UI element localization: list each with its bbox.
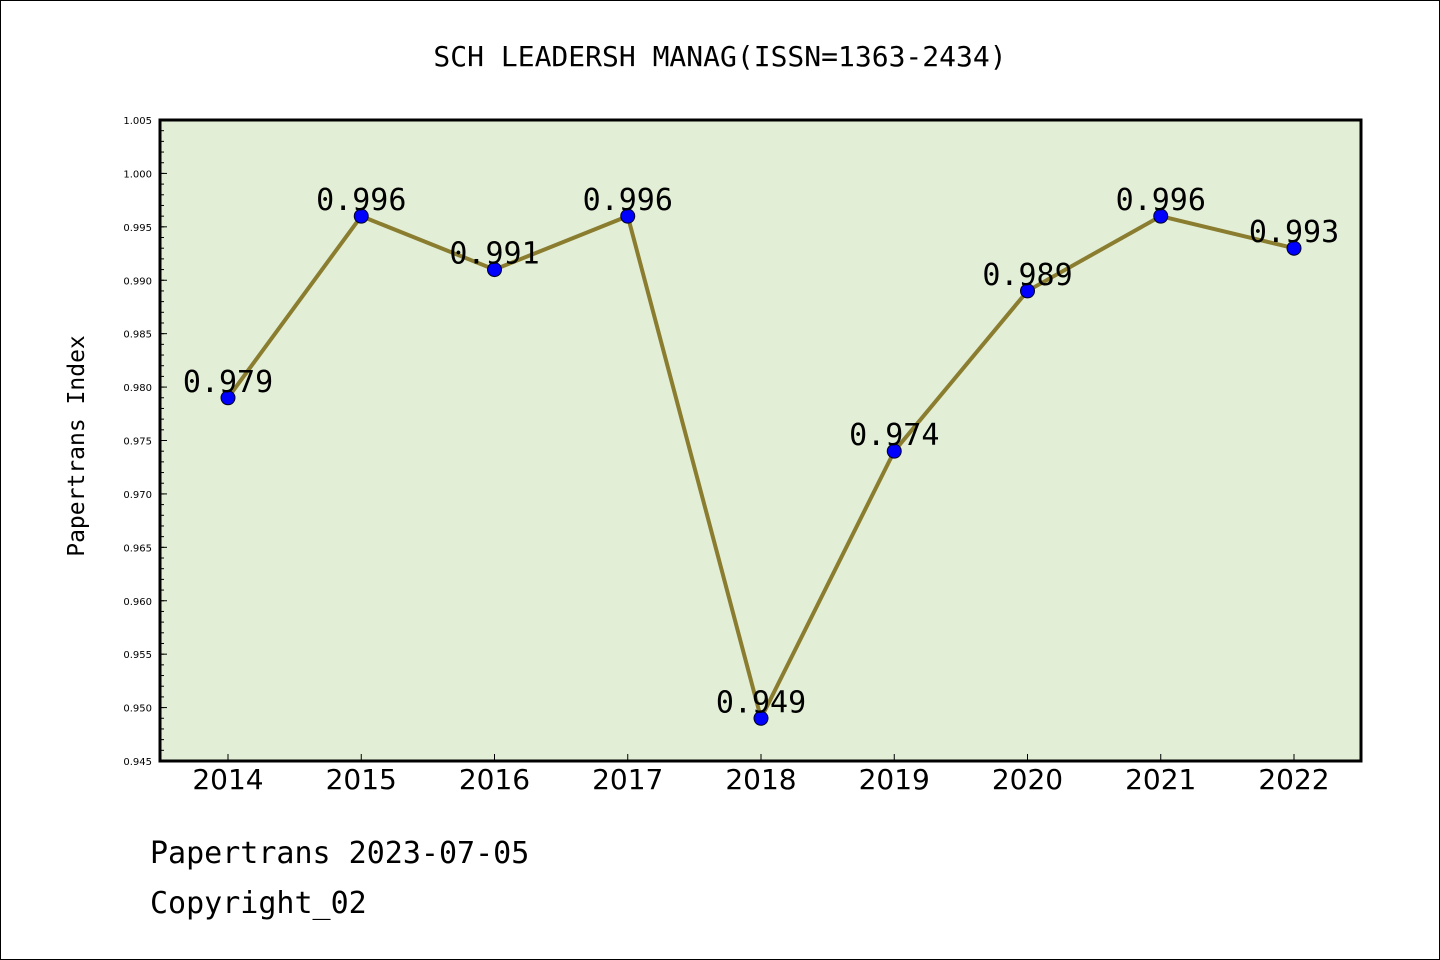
- data-point: [753, 710, 769, 726]
- x-axis: 2014 2015 2016 2017 2018 2019 2020 2021 2022: [192, 754, 1330, 796]
- y-tick-label: 0.985: [123, 330, 152, 341]
- data-label: 0.996: [316, 183, 406, 218]
- data-label: 0.974: [849, 418, 939, 453]
- data-point: [220, 390, 236, 406]
- y-tick-label: 0.975: [123, 437, 152, 448]
- data-label: 0.979: [183, 365, 273, 400]
- data-label: 0.949: [716, 685, 806, 720]
- y-axis-label: Papertrans Index: [64, 335, 90, 557]
- y-tick-label: 1.005: [123, 116, 152, 127]
- data-point: [353, 208, 369, 224]
- data-point: [886, 443, 902, 459]
- data-label: 0.989: [982, 258, 1072, 293]
- x-tick-label: 2017: [592, 763, 663, 796]
- series-papertrans-index: [220, 208, 1302, 726]
- chart-title: SCH LEADERSH MANAG(ISSN=1363-2434): [433, 40, 1006, 73]
- y-tick-label: 0.995: [123, 223, 152, 234]
- y-tick-label: 0.980: [123, 383, 152, 394]
- data-label: 0.996: [583, 183, 673, 218]
- y-tick-label: 0.970: [123, 490, 152, 501]
- y-tick-label: 0.960: [123, 597, 152, 608]
- y-tick-label: 1.000: [123, 169, 152, 180]
- y-tick-label: 0.965: [123, 543, 152, 554]
- data-point: [1286, 240, 1302, 256]
- y-tick-label: 0.945: [123, 757, 152, 768]
- y-axis: 0.945 0.950 0.955 0.960 0.965 0.970 0.975 0.980…: [123, 116, 167, 768]
- y-tick-label: 0.950: [123, 704, 152, 715]
- x-tick-label: 2019: [859, 763, 930, 796]
- data-point: [620, 208, 636, 224]
- x-tick-label: 2020: [992, 763, 1063, 796]
- x-tick-label: 2014: [192, 763, 263, 796]
- data-label: 0.991: [449, 237, 539, 272]
- y-tick-label: 0.955: [123, 650, 152, 661]
- data-label: 0.996: [1116, 183, 1206, 218]
- x-tick-label: 2021: [1125, 763, 1196, 796]
- data-point: [1020, 283, 1035, 299]
- plot-area: [158, 118, 1363, 763]
- x-tick-label: 2018: [725, 763, 796, 796]
- data-labels: 0.979 0.996 0.991 0.996 0.949 0.974 0.989 0.996…: [183, 183, 1339, 720]
- x-tick-label: 2015: [326, 763, 397, 796]
- data-point: [487, 262, 502, 278]
- x-tick-label: 2022: [1258, 763, 1329, 796]
- x-tick-label: 2016: [459, 763, 530, 796]
- footer-date: Papertrans 2023-07-05: [150, 836, 530, 871]
- y-tick-label: 0.990: [123, 276, 152, 287]
- footer-copyright: Copyright_02: [150, 886, 367, 921]
- data-label: 0.993: [1249, 215, 1339, 250]
- data-point: [1153, 208, 1169, 224]
